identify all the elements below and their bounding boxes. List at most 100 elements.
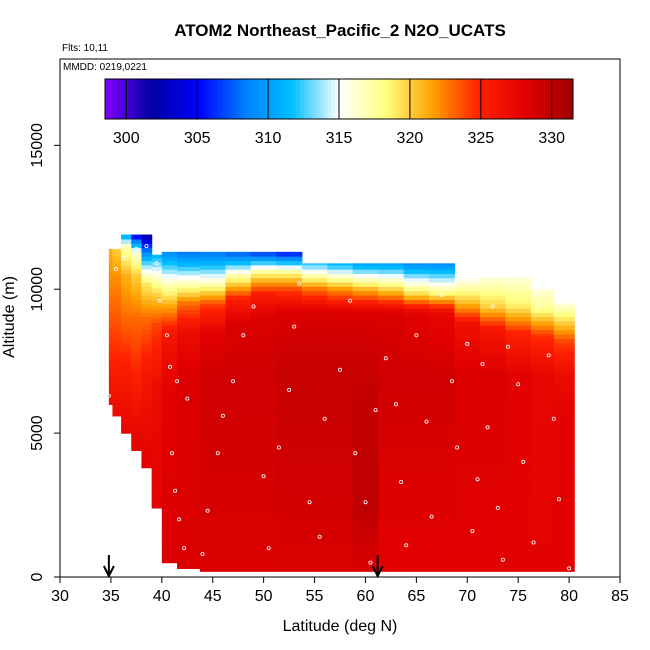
heatmap-cell [225,510,252,516]
heatmap-cell [121,351,132,357]
heatmap-cell [250,519,277,525]
heatmap-cell [225,312,252,318]
heatmap-cell [553,515,575,521]
heatmap-cell [352,320,379,326]
heatmap-cell [454,523,481,529]
heatmap-cell [108,279,114,285]
heatmap-cell [151,387,163,392]
heatmap-cell [250,549,277,555]
heatmap-cell [108,261,114,267]
heatmap-cell [121,411,132,417]
heatmap-cell [121,290,132,296]
heatmap-cell [108,318,114,323]
heatmap-cell [454,484,481,490]
heatmap-cell [301,523,328,529]
heatmap-cell [429,506,456,512]
heatmap-cell [352,428,379,434]
heatmap-cell [352,381,379,387]
heatmap-cell [327,368,354,374]
heatmap-cell [108,391,114,397]
heatmap-column [151,254,163,509]
heatmap-cell [141,407,153,413]
heatmap-cell [378,553,405,559]
heatmap-column [553,303,575,572]
heatmap-cell [250,497,277,503]
heatmap-cell [177,507,201,513]
heatmap-cell [161,463,178,469]
heatmap-cell [225,402,252,408]
heatmap-cell [131,256,143,262]
heatmap-cell [480,385,507,391]
heatmap-cell [352,471,379,477]
heatmap-cell [327,497,354,503]
heatmap-cell [378,467,405,473]
heatmap-cell [276,532,303,538]
heatmap-cell [141,269,153,274]
heatmap-cell [327,407,354,413]
colorbar-segment [498,79,504,119]
heatmap-cell [177,486,201,492]
heatmap-cell [151,279,163,285]
heatmap-cell [200,364,227,369]
heatmap-cell [200,515,227,521]
heatmap-cell [454,476,481,482]
heatmap-cell [112,359,122,365]
heatmap-cell [429,299,456,305]
heatmap-cell [276,480,303,486]
heatmap-cell [225,407,252,413]
heatmap-cell [352,454,379,460]
heatmap-cell [505,381,532,387]
heatmap-cell [225,355,252,361]
heatmap-cell [454,489,481,495]
heatmap-cell [301,420,328,426]
heatmap-cell [151,494,163,500]
heatmap-cell [276,402,303,408]
heatmap-cell [553,558,575,564]
heatmap-cell [505,437,532,443]
heatmap-cell [177,313,201,319]
heatmap-cell [161,290,178,296]
heatmap-cell [250,372,277,378]
heatmap-cell [454,493,481,499]
heatmap-cell [480,389,507,395]
heatmap-cell [108,326,114,332]
heatmap-cell [161,402,178,408]
heatmap-cell [177,412,201,418]
heatmap-cell [403,420,430,426]
heatmap-cell [250,359,277,365]
heatmap-cell [161,355,178,361]
heatmap-cell [200,510,227,516]
heatmap-cell [429,342,456,348]
heatmap-cell [301,376,328,382]
heatmap-cell [112,394,122,400]
heatmap-cell [225,549,252,555]
heatmap-cell [378,299,405,305]
heatmap-cell [403,264,430,270]
heatmap-cell [200,376,227,382]
heatmap-cell [131,260,143,266]
heatmap-cell [141,290,153,296]
heatmap-cell [177,564,201,569]
heatmap-cell [403,342,430,348]
heatmap-cell [429,273,456,279]
heatmap-cell [429,398,456,404]
heatmap-cell [553,385,575,391]
heatmap-cell [131,428,143,434]
heatmap-cell [505,329,532,335]
heatmap-cell [276,497,303,503]
colorbar-segment [374,79,379,119]
heatmap-cell [530,450,555,456]
heatmap-cell [429,502,456,508]
colorbar-segment [327,79,332,119]
heatmap-cell [161,484,178,490]
heatmap-cell [553,394,575,400]
heatmap-cell [352,558,379,564]
heatmap-cell [177,391,201,397]
heatmap-cell [505,532,532,538]
heatmap-cell [454,553,481,559]
heatmap-cell [480,316,507,322]
heatmap-cell [276,528,303,533]
heatmap-cell [480,359,507,365]
heatmap-cell [151,361,163,367]
heatmap-cell [403,364,430,369]
